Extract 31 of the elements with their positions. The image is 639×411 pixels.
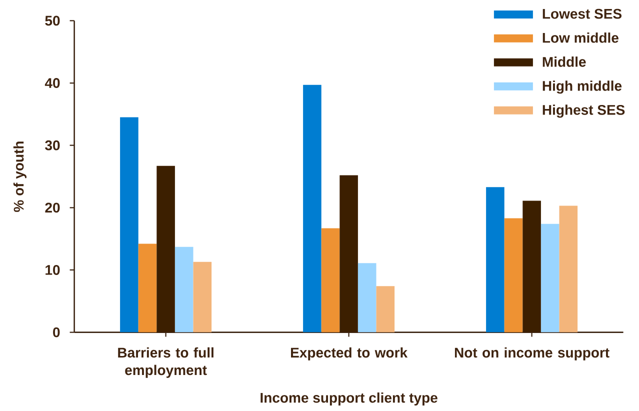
y-axis-title: % of youth	[13, 142, 26, 212]
bar	[486, 187, 504, 332]
bar	[174, 246, 194, 332]
legend-label: Low middle	[542, 32, 618, 43]
bar	[193, 262, 212, 332]
bar	[540, 224, 560, 332]
bar	[376, 286, 395, 332]
x-tick-label: Expected to work	[291, 347, 408, 360]
legend-label: Middle	[542, 56, 586, 67]
legend-label: Highest SES	[542, 104, 625, 118]
y-tick-label: 40	[44, 78, 60, 88]
x-tick-label: Barriers to full employment	[118, 347, 214, 378]
bar	[120, 117, 138, 332]
x-tick-label: Not on income support	[454, 347, 610, 360]
y-tick-label: 10	[46, 265, 60, 275]
y-tick-label: 50	[45, 16, 60, 26]
legend-label: High middle	[542, 80, 622, 94]
x-axis-title: Income support client type	[260, 392, 438, 406]
bar	[340, 175, 358, 332]
bar	[358, 263, 376, 332]
y-tick-label: 20	[45, 202, 60, 213]
legend-label: Lowest SES	[542, 8, 622, 19]
bar	[138, 244, 157, 332]
bar	[156, 166, 175, 332]
bar	[321, 228, 340, 332]
bar	[522, 200, 541, 332]
bar	[303, 84, 322, 332]
bar	[559, 206, 578, 332]
bar	[504, 218, 523, 332]
y-tick-label: 30	[45, 140, 60, 150]
y-tick-label: 0	[53, 327, 60, 338]
